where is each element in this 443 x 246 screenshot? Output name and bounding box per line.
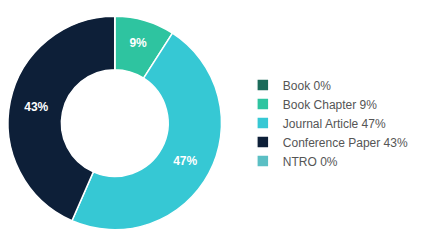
svg-text:Journal Article 47%: Journal Article 47% xyxy=(283,117,386,131)
svg-text:Book 0%: Book 0% xyxy=(283,79,331,93)
svg-text:9%: 9% xyxy=(129,36,147,50)
svg-text:43%: 43% xyxy=(24,100,48,114)
svg-text:Conference Paper 43%: Conference Paper 43% xyxy=(283,136,408,150)
svg-text:NTRO 0%: NTRO 0% xyxy=(283,155,338,169)
svg-text:47%: 47% xyxy=(173,154,197,168)
svg-text:Book Chapter 9%: Book Chapter 9% xyxy=(283,98,377,112)
